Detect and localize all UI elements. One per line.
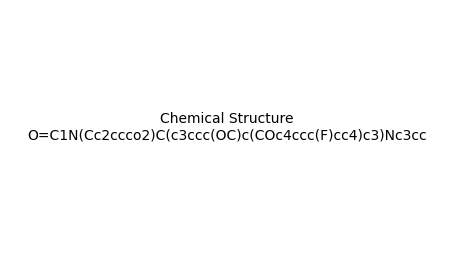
Text: Chemical Structure
O=C1N(Cc2ccco2)C(c3ccc(OC)c(COc4ccc(F)cc4)c3)Nc3cc: Chemical Structure O=C1N(Cc2ccco2)C(c3cc… [27, 112, 427, 142]
